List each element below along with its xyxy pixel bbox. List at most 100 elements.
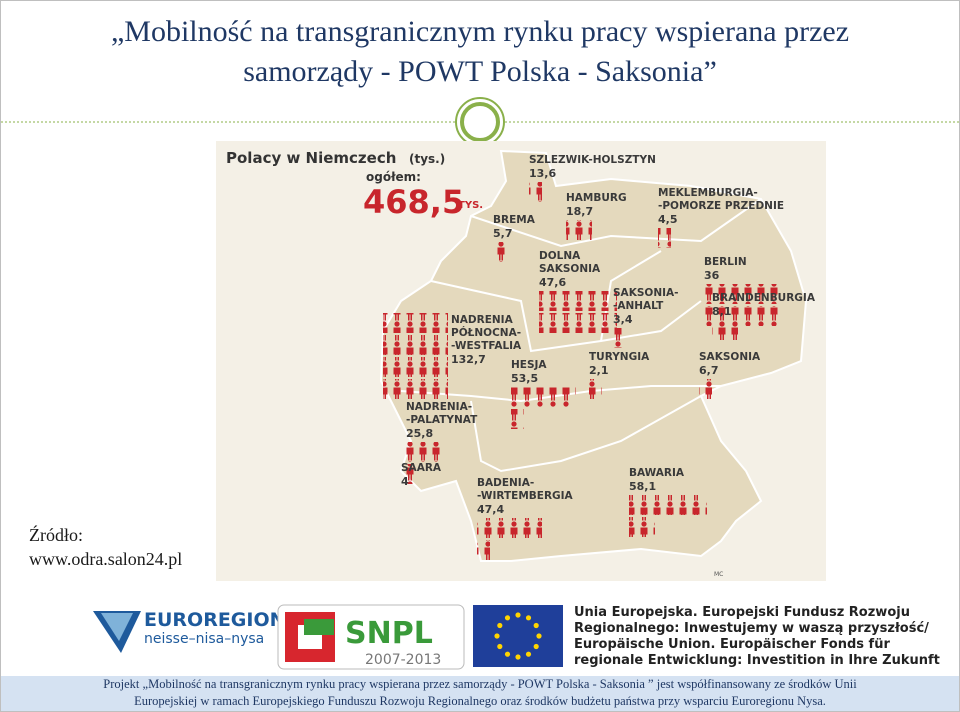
title-line: „Mobilność na transgranicznym rynku prac… (110, 15, 850, 48)
region-value: 3,4 (613, 313, 633, 326)
graphics: Polacy w Niemczech (tys.) ogółem: 468,5 … (1, 97, 959, 670)
region-name: SZLEZWIK-HOLSZTYN (529, 154, 656, 166)
region-value: 132,7 (451, 353, 486, 366)
people-icons (477, 518, 542, 538)
logo-text: 2007-2013 (365, 652, 441, 668)
eu-star (533, 643, 539, 650)
eu-star (497, 622, 503, 629)
people-icons (383, 335, 448, 355)
footer: Projekt „Mobilność na transgranicznym ry… (1, 676, 959, 711)
region-name: NADRENIA (451, 314, 514, 326)
region-value: 53,5 (511, 372, 538, 385)
eu-star (536, 633, 542, 639)
people-icons (712, 320, 738, 340)
people-icons (383, 357, 448, 377)
region-value: 4 (401, 475, 409, 488)
region-name: -WIRTEMBERGIA (477, 490, 574, 502)
region-name: BAWARIA (629, 467, 685, 479)
region-name: TURYNGIA (589, 351, 650, 363)
map-unit: (tys.) (409, 152, 445, 166)
region-name: NADRENIA- (406, 401, 472, 413)
total-value: 468,5 (363, 183, 464, 221)
people-icons (658, 228, 671, 248)
footer-line: Projekt „Mobilność na transgranicznym ry… (103, 677, 857, 691)
region-name: DOLNA (539, 250, 581, 262)
map-title: Polacy w Niemczech (226, 149, 396, 167)
footer-line: Europejskiej w ramach Europejskiego Fund… (134, 694, 826, 708)
people-icons (383, 313, 448, 333)
eu-star (525, 651, 532, 657)
people-icons (493, 242, 506, 262)
region-value: 47,4 (477, 503, 504, 516)
eu-star (515, 612, 521, 618)
region-value: 5,7 (493, 227, 513, 240)
people-icons (629, 495, 707, 515)
region-value: 18,7 (566, 205, 593, 218)
region-value: 2,1 (589, 364, 609, 377)
people-icons (704, 284, 782, 304)
total-label: ogółem: (366, 170, 421, 184)
people-icons (539, 291, 617, 311)
region-name: -ANHALT (613, 300, 664, 312)
region-value: 6,7 (699, 364, 719, 377)
people-icons (529, 182, 542, 202)
region-value: 8,1 (712, 305, 732, 318)
region-value: 13,6 (529, 167, 556, 180)
region-value: 47,6 (539, 276, 566, 289)
map-credit: MC (714, 571, 723, 578)
people-icons (406, 464, 419, 484)
region-name: -POMORZE PRZEDNIE (658, 200, 784, 212)
region-name: SAKSONIA- (613, 287, 679, 299)
source: Źródło: www.odra.salon24.pl (29, 523, 182, 571)
source-url: www.odra.salon24.pl (29, 549, 183, 569)
eu-line: Unia Europejska. Europejski Fundusz Rozw… (574, 605, 910, 620)
eu-star (494, 633, 500, 639)
region-name: HESJA (511, 359, 547, 371)
logo-text: neisse–nisa–nysa (144, 631, 264, 647)
eu-star (504, 651, 511, 657)
eu-stars (494, 612, 542, 660)
total-unit: TYS. (458, 200, 483, 211)
source-label: Źródło: (29, 525, 83, 545)
region-name: SAKSONIA (699, 351, 761, 363)
eu-line: Europäische Union. Europäischer Fonds fü… (574, 637, 890, 652)
eu-line: Regionalnego: Inwestujemy w waszą przysz… (574, 621, 929, 636)
people-icons (613, 328, 626, 348)
region-value: 58,1 (629, 480, 656, 493)
eu-star (515, 654, 521, 660)
region-name: BREMA (493, 214, 536, 226)
people-icons (511, 409, 524, 429)
people-icons (383, 379, 448, 399)
region-name: HAMBURG (566, 192, 627, 204)
people-icons (629, 517, 655, 537)
people-icons (589, 379, 602, 399)
ornament (460, 102, 500, 142)
region-name: SAARA (401, 462, 442, 474)
region-name: BRANDENBURGIA (712, 292, 816, 304)
eu-star (504, 615, 511, 621)
region-name: BERLIN (704, 256, 747, 268)
eu-star (497, 643, 503, 650)
people-icons (699, 379, 712, 399)
region-value: 25,8 (406, 427, 433, 440)
state-borders (400, 198, 762, 473)
eu-star (533, 622, 539, 629)
people-icons (511, 387, 576, 407)
people-icons (539, 313, 617, 333)
logo-text: SNPL (345, 616, 433, 651)
euroregion-mark (101, 613, 133, 641)
region-value: 36 (704, 269, 720, 282)
people-icons (406, 442, 445, 462)
people-icons (477, 540, 490, 560)
eu-line: regionale Entwicklung: Investition in Ih… (574, 653, 940, 668)
snpl-mark (304, 619, 334, 635)
region-name: -WESTFALIA (451, 340, 522, 352)
region-name: -PALATYNAT (406, 414, 478, 426)
region-name: PÓŁNOCNA- (451, 326, 521, 339)
germany-shape (379, 149, 808, 562)
region-name: BADENIA- (477, 477, 534, 489)
title-line: samorządy - POWT Polska - Saksonia” (243, 55, 717, 88)
logo-text: EUROREGION (144, 609, 286, 631)
